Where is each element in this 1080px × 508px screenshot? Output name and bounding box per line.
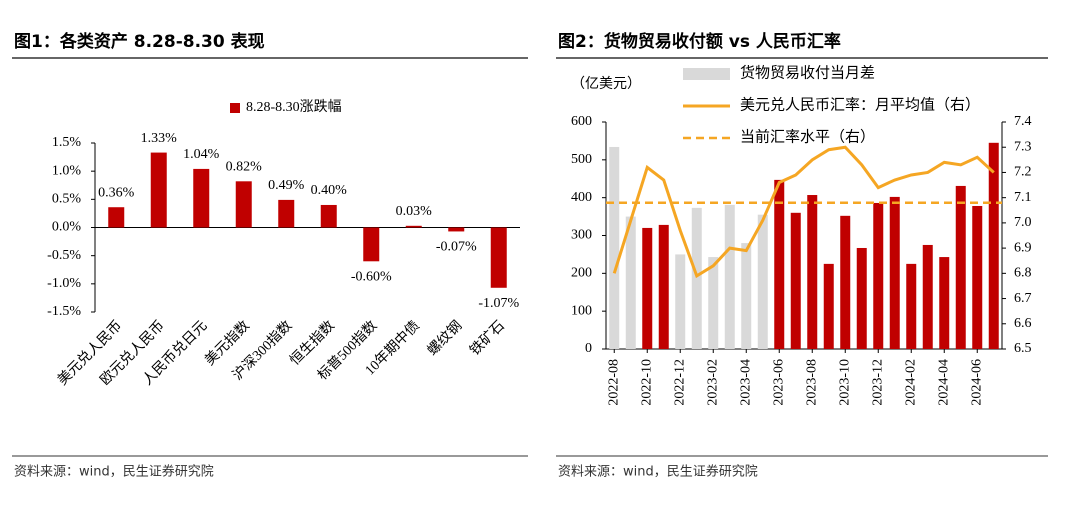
bar <box>490 227 507 288</box>
bar <box>405 225 422 228</box>
bar <box>658 224 669 349</box>
value-label: 0.82% <box>226 160 263 175</box>
bar <box>856 247 867 349</box>
value-label: 0.36% <box>98 185 135 200</box>
bar <box>235 181 252 228</box>
bar <box>741 243 752 349</box>
bar <box>790 212 801 349</box>
x-tick-label: 2024-06 <box>969 359 984 406</box>
y-tick-label: -0.5% <box>47 248 81 263</box>
line-series <box>612 145 995 279</box>
value-label: 0.03% <box>396 204 433 219</box>
bar <box>873 202 884 349</box>
y-tick-label: 0.0% <box>52 220 82 235</box>
bar <box>625 216 636 349</box>
y2-tick-label: 6.5 <box>1014 341 1032 356</box>
y-axis-unit: （亿美元） <box>571 76 641 92</box>
value-label: 1.04% <box>183 147 220 162</box>
bar <box>108 207 125 228</box>
y2-tick-label: 7.4 <box>1014 114 1032 129</box>
chart-title: 图2：货物贸易收付额 vs 人民币汇率 <box>558 31 841 52</box>
bar <box>363 227 380 262</box>
value-label: -1.07% <box>478 296 519 311</box>
value-label: 0.49% <box>268 178 305 193</box>
bar <box>807 195 818 349</box>
y-tick-label: -1.0% <box>47 276 81 291</box>
y-tick-label: 100 <box>571 303 592 318</box>
y-tick-label: 200 <box>571 266 592 281</box>
x-tick-label: 2023-10 <box>837 359 852 406</box>
bar <box>988 142 999 349</box>
y2-tick-label: 6.6 <box>1014 316 1032 331</box>
bar <box>150 152 167 228</box>
bar <box>193 168 210 228</box>
bar <box>906 263 917 349</box>
x-tick-label: 2023-06 <box>771 359 786 406</box>
x-tick-label: 2023-04 <box>738 359 753 406</box>
y-tick-label: 0.5% <box>52 192 82 207</box>
bar <box>724 204 735 349</box>
bar <box>278 199 295 228</box>
y-tick-label: 1.0% <box>52 163 82 178</box>
legend-label: 当前汇率水平（右） <box>740 128 875 145</box>
bar <box>972 205 983 349</box>
bar <box>955 185 966 349</box>
y2-tick-label: 7.3 <box>1014 139 1032 154</box>
chart-title: 图1：各类资产 8.28-8.30 表现 <box>14 31 265 52</box>
legend-swatch <box>230 103 240 113</box>
x-tick-label: 2022-12 <box>672 359 687 406</box>
y-tick-label: 600 <box>571 114 592 129</box>
y2-tick-label: 6.7 <box>1014 291 1032 306</box>
y2-tick-label: 6.8 <box>1014 266 1032 281</box>
bar <box>774 179 785 349</box>
y-tick-label: 0 <box>585 341 592 356</box>
bar <box>609 146 620 349</box>
bar <box>675 254 686 349</box>
legend-swatch <box>683 68 730 80</box>
bar <box>448 227 465 232</box>
y2-tick-label: 7.1 <box>1014 190 1032 205</box>
y-tick-label: 1.5% <box>52 135 82 150</box>
x-tick-label: 2024-04 <box>936 359 951 406</box>
bar <box>939 257 950 349</box>
x-tick-label: 2022-10 <box>639 359 654 406</box>
y-tick-label: -1.5% <box>47 304 81 319</box>
bar <box>757 214 768 349</box>
bar <box>840 215 851 349</box>
x-tick-label: 2023-02 <box>705 359 720 406</box>
y-tick-label: 500 <box>571 152 592 167</box>
bar <box>691 207 702 349</box>
x-tick-label: 2024-02 <box>903 359 918 406</box>
bar <box>889 196 900 349</box>
value-label: 1.33% <box>141 131 178 146</box>
y-tick-label: 400 <box>571 190 592 205</box>
legend-label: 美元兑人民币汇率：月平均值（右） <box>740 96 980 113</box>
source-note: 资料来源：wind，民生证券研究院 <box>14 464 214 480</box>
bar <box>642 227 653 349</box>
legend-label: 8.28-8.30涨跌幅 <box>246 99 342 115</box>
value-label: -0.60% <box>351 270 392 285</box>
y2-tick-label: 7.2 <box>1014 165 1032 180</box>
value-label: 0.40% <box>311 183 348 198</box>
bar <box>922 244 933 349</box>
legend-label: 货物贸易收付当月差 <box>740 64 875 81</box>
x-tick-label: 2023-12 <box>870 359 885 406</box>
y2-tick-label: 6.9 <box>1014 240 1032 255</box>
source-note: 资料来源：wind，民生证券研究院 <box>558 464 758 480</box>
y2-tick-label: 7.0 <box>1014 215 1032 230</box>
x-tick-label: 2022-08 <box>606 359 621 406</box>
value-label: -0.07% <box>436 240 477 255</box>
bar <box>320 204 337 228</box>
y-tick-label: 300 <box>571 228 592 243</box>
bar <box>823 263 834 349</box>
x-tick-label: 2023-08 <box>804 359 819 406</box>
bar <box>708 257 719 349</box>
